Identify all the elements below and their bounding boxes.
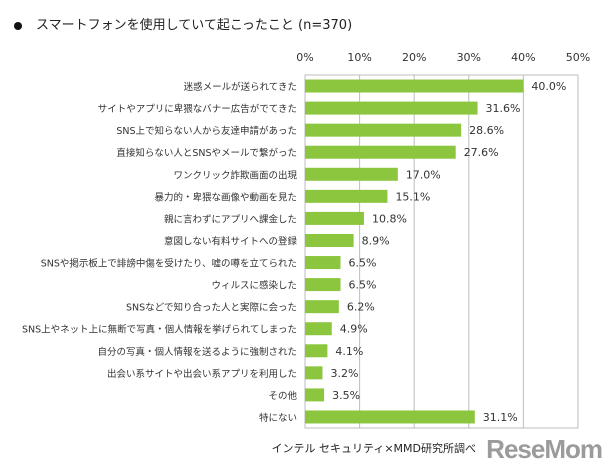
category-label: 特にない	[259, 412, 297, 424]
category-label: ウィルスに感染した	[211, 280, 297, 292]
bar	[305, 101, 478, 115]
data-label: 17.0%	[406, 168, 441, 181]
x-tick-label: 20%	[402, 51, 426, 64]
data-label: 31.1%	[483, 411, 518, 424]
watermark-logo: ReseMom	[486, 434, 603, 464]
category-label: SNS上で知らない人から友達申請があった	[116, 125, 297, 137]
x-tick-label: 30%	[457, 51, 481, 64]
chart-title: スマートフォンを使用していて起こったこと (n=370)	[36, 18, 353, 33]
category-label: SNSなどで知り合った人と実際に会った	[126, 302, 297, 314]
data-label: 6.5%	[348, 279, 376, 292]
category-label: サイトやアプリに卑猥なバナー広告がでてきた	[98, 103, 297, 115]
bar	[305, 233, 354, 247]
data-label: 15.1%	[395, 190, 430, 203]
data-label: 4.9%	[340, 323, 368, 336]
category-label: SNSや掲示板上で誹謗中傷を受けたり、嘘の噂を立てられた	[41, 258, 297, 270]
bar	[305, 410, 475, 424]
bar	[305, 256, 341, 270]
x-tick-label: 40%	[511, 51, 535, 64]
bar	[305, 388, 325, 402]
x-tick-label: 0%	[296, 51, 313, 64]
category-label: 親に言わずにアプリへ課金した	[164, 213, 297, 225]
category-label: その他	[268, 390, 297, 402]
data-label: 10.8%	[372, 212, 407, 225]
bar	[305, 322, 332, 336]
data-label: 4.1%	[335, 345, 363, 358]
data-label: 6.2%	[347, 301, 375, 314]
category-label: 暴力的・卑猥な画像や動画を見た	[154, 191, 297, 203]
data-label: 6.5%	[348, 257, 376, 270]
data-label: 31.6%	[486, 102, 521, 115]
bar	[305, 167, 398, 181]
x-tick-label: 50%	[566, 51, 590, 64]
bar	[305, 300, 339, 314]
data-label: 28.6%	[469, 124, 504, 137]
data-label: 3.5%	[332, 389, 360, 402]
chart-title-row: スマートフォンを使用していて起こったこと (n=370)	[14, 14, 352, 33]
bar	[305, 211, 364, 225]
data-label: 3.2%	[330, 367, 358, 380]
category-label: 出会い系サイトや出会い系アプリを利用した	[107, 368, 297, 380]
bar	[305, 366, 323, 380]
x-tick-label: 10%	[347, 51, 371, 64]
bar	[305, 79, 524, 93]
bar	[305, 278, 341, 292]
category-label: 直接知らない人とSNSやメールで繋がった	[116, 147, 297, 159]
bar	[305, 344, 328, 358]
bullet-icon	[14, 21, 22, 30]
category-label: 自分の写真・個人情報を送るように強制された	[97, 346, 297, 358]
category-label: SNS上やネット上に無断で写真・個人情報を挙げられてしまった	[22, 324, 297, 336]
data-label: 27.6%	[464, 146, 499, 159]
bar	[305, 123, 462, 137]
bar	[305, 145, 456, 159]
data-label: 8.9%	[362, 234, 390, 247]
data-label: 40.0%	[531, 80, 566, 93]
bar	[305, 189, 388, 203]
category-label: ワンクリック詐欺画面の出現	[173, 169, 297, 181]
category-label: 意図しない有料サイトへの登録	[164, 235, 298, 247]
category-label: 迷惑メールが送られてきた	[184, 81, 297, 93]
source-note: インテル セキュリティ×MMD研究所調べ	[271, 442, 476, 455]
